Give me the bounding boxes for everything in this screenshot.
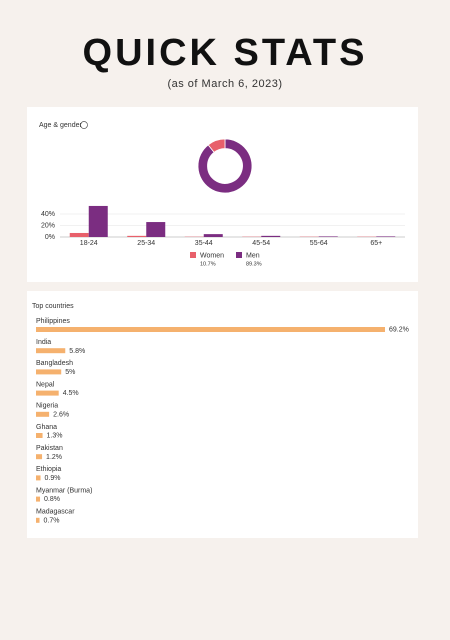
bar bbox=[318, 236, 338, 237]
category-label: Myanmar (Burma) bbox=[36, 487, 92, 494]
value-label: 69.2% bbox=[389, 327, 409, 334]
bar bbox=[36, 327, 385, 332]
chart-title: Top countries bbox=[32, 303, 74, 310]
y-tick-label: 0% bbox=[45, 234, 55, 241]
value-label: 4.5% bbox=[63, 390, 79, 397]
bar bbox=[36, 475, 41, 481]
bar bbox=[36, 517, 40, 523]
info-icon bbox=[80, 121, 88, 129]
bar bbox=[376, 236, 396, 237]
legend-value: 89.3% bbox=[246, 261, 262, 267]
y-tick-label: 40% bbox=[41, 211, 55, 218]
bar bbox=[127, 235, 147, 237]
y-tick-label: 20% bbox=[41, 222, 55, 229]
value-label: 0.9% bbox=[45, 475, 61, 482]
category-label: Bangladesh bbox=[36, 360, 73, 367]
legend-swatch bbox=[190, 252, 196, 258]
category-label: India bbox=[36, 339, 51, 346]
value-label: 1.3% bbox=[47, 433, 63, 440]
value-label: 1.2% bbox=[46, 454, 62, 461]
value-label: 0.8% bbox=[44, 496, 60, 503]
bar bbox=[36, 369, 62, 375]
bar bbox=[36, 496, 41, 502]
category-label: Ethiopia bbox=[36, 466, 61, 473]
category-label: Philippines bbox=[36, 318, 70, 325]
value-label: 5% bbox=[65, 369, 75, 376]
category-label: Nigeria bbox=[36, 403, 58, 410]
bar bbox=[146, 222, 166, 237]
bar bbox=[36, 348, 66, 354]
value-label: 0.7% bbox=[44, 517, 60, 524]
page-title: QUICK STATS bbox=[83, 32, 368, 74]
bar bbox=[36, 454, 43, 460]
bar bbox=[69, 232, 89, 237]
x-tick-label: 45-54 bbox=[252, 240, 270, 247]
x-tick-label: 35-44 bbox=[195, 240, 213, 247]
legend-value: 10.7% bbox=[200, 261, 216, 267]
legend-label: Men bbox=[246, 252, 260, 259]
bar bbox=[203, 234, 223, 237]
card bbox=[27, 107, 418, 282]
legend-label: Women bbox=[200, 252, 224, 259]
x-tick-label: 65+ bbox=[370, 240, 382, 247]
page-subtitle: (as of March 6, 2023) bbox=[167, 78, 282, 90]
bar bbox=[261, 235, 281, 237]
chart-title: Age & gender bbox=[39, 122, 82, 129]
value-label: 2.6% bbox=[53, 411, 69, 418]
donut-slice bbox=[207, 138, 226, 153]
category-label: Nepal bbox=[36, 381, 55, 388]
x-tick-label: 18-24 bbox=[80, 240, 98, 247]
category-label: Ghana bbox=[36, 424, 57, 431]
bar bbox=[36, 411, 50, 417]
value-label: 5.8% bbox=[69, 348, 85, 355]
category-label: Pakistan bbox=[36, 445, 63, 452]
card bbox=[27, 291, 418, 538]
x-tick-label: 55-64 bbox=[310, 240, 328, 247]
legend-swatch bbox=[236, 252, 242, 258]
bar bbox=[36, 390, 59, 396]
bar bbox=[88, 205, 108, 237]
bar bbox=[36, 433, 43, 438]
donut-slice bbox=[197, 138, 253, 194]
category-label: Madagascar bbox=[36, 509, 75, 516]
x-tick-label: 25-34 bbox=[137, 240, 155, 247]
